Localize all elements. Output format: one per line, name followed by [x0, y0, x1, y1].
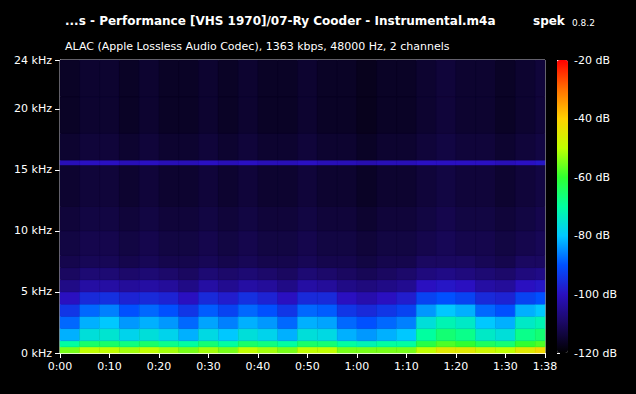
svg-text:1:30: 1:30 — [493, 360, 518, 373]
svg-text:...s - Performance [VHS 1970]/: ...s - Performance [VHS 1970]/07-Ry Cood… — [65, 14, 496, 28]
svg-text:-60 dB: -60 dB — [574, 171, 610, 184]
svg-text:1:10: 1:10 — [394, 360, 419, 373]
svg-text:-120 dB: -120 dB — [574, 347, 617, 360]
svg-text:-20 dB: -20 dB — [574, 54, 610, 67]
svg-text:0:40: 0:40 — [246, 360, 271, 373]
svg-text:0:50: 0:50 — [295, 360, 320, 373]
svg-text:24 kHz: 24 kHz — [14, 54, 52, 67]
svg-text:0 kHz: 0 kHz — [21, 347, 52, 360]
svg-text:0:00: 0:00 — [48, 360, 73, 373]
svg-text:20 kHz: 20 kHz — [14, 102, 52, 115]
svg-text:spek: spek — [533, 14, 566, 28]
svg-text:0:20: 0:20 — [147, 360, 172, 373]
svg-text:15 kHz: 15 kHz — [14, 163, 52, 176]
svg-text:-80 dB: -80 dB — [574, 229, 610, 242]
svg-text:1:00: 1:00 — [345, 360, 370, 373]
svg-text:0:30: 0:30 — [196, 360, 221, 373]
svg-text:-40 dB: -40 dB — [574, 112, 610, 125]
svg-text:0.8.2: 0.8.2 — [572, 18, 595, 28]
svg-text:1:38: 1:38 — [533, 360, 558, 373]
svg-text:ALAC (Apple Lossless Audio Cod: ALAC (Apple Lossless Audio Codec), 1363 … — [65, 40, 450, 53]
svg-text:1:20: 1:20 — [444, 360, 469, 373]
svg-text:5 kHz: 5 kHz — [21, 285, 52, 298]
svg-text:-100 dB: -100 dB — [574, 288, 617, 301]
svg-text:0:10: 0:10 — [97, 360, 122, 373]
svg-text:10 kHz: 10 kHz — [14, 224, 52, 237]
